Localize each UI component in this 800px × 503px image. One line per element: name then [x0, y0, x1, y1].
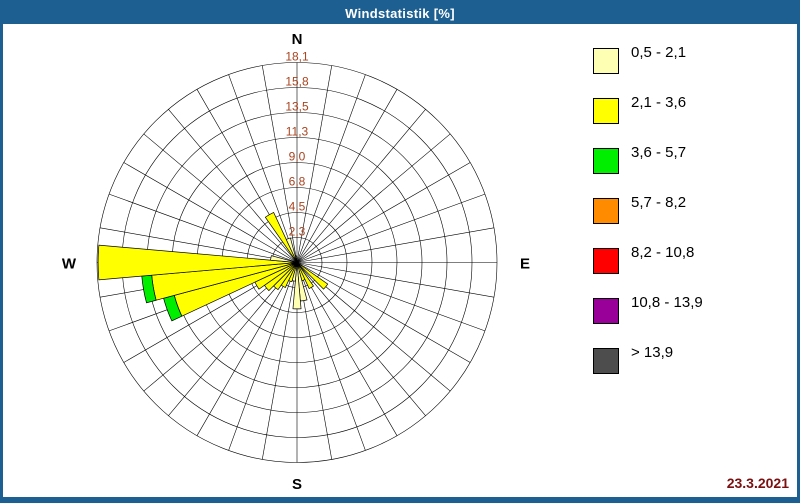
svg-text:2,3: 2,3 — [289, 225, 306, 239]
svg-text:18,1: 18,1 — [285, 50, 309, 64]
svg-text:13,5: 13,5 — [285, 100, 309, 114]
svg-text:N: N — [292, 31, 303, 48]
svg-text:E: E — [520, 256, 530, 273]
svg-text:S: S — [292, 476, 302, 493]
svg-text:11,3: 11,3 — [286, 125, 309, 139]
svg-text:6,8: 6,8 — [289, 175, 306, 189]
svg-text:15,8: 15,8 — [285, 75, 309, 89]
svg-text:4,5: 4,5 — [289, 200, 306, 214]
svg-text:W: W — [62, 256, 77, 273]
svg-text:9,0: 9,0 — [289, 150, 306, 164]
